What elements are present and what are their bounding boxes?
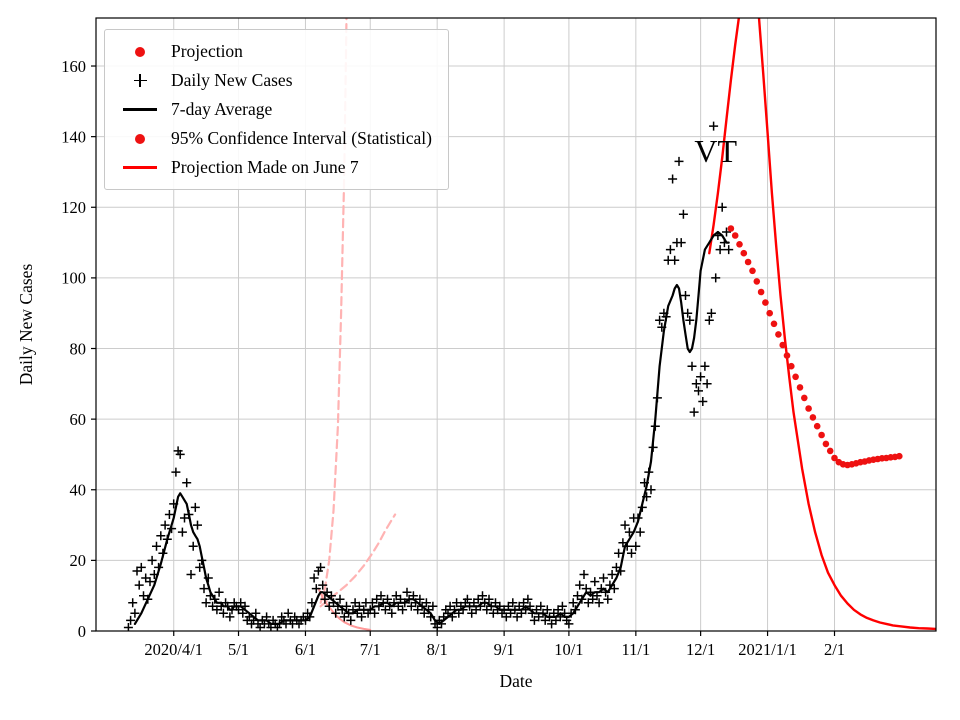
x-axis-title: Date [499,671,532,691]
y-tick-label: 60 [70,410,87,429]
series-daily_new_cases [123,121,734,631]
legend-marker-plus-icon [117,74,163,87]
legend-marker-line-icon [117,108,163,111]
legend-label: Daily New Cases [171,70,293,90]
legend-item: Daily New Cases [117,66,432,95]
x-tick-label: 8/1 [427,640,448,659]
y-tick-label: 40 [70,481,87,500]
x-tick-label: 2021/1/1 [738,640,797,659]
legend-marker-dot-icon [117,133,163,144]
y-tick-label: 20 [70,551,87,570]
y-tick-label: 120 [61,198,86,217]
x-tick-label: 12/1 [686,640,715,659]
legend-marker-line-icon [117,166,163,169]
legend-label: Projection Made on June 7 [171,157,359,177]
series-ci_lower_dashed [319,513,397,608]
series-projection_made_june7 [708,18,936,631]
x-tick-label: 10/1 [554,640,583,659]
legend-marker-dot-icon [117,46,163,57]
x-tick-label: 2020/4/1 [144,640,203,659]
x-tick-label: 2/1 [824,640,845,659]
series-seven_day_average [133,230,730,625]
plot-frame [95,17,937,632]
y-tick-label: 140 [61,127,86,146]
x-tick-label: 6/1 [295,640,316,659]
legend-item: 7-day Average [117,95,432,124]
average-line-icon [123,108,157,111]
legend-item: Projection Made on June 7 [117,153,432,182]
x-tick-label: 7/1 [360,640,381,659]
x-tick-label: 9/1 [494,640,515,659]
x-tick-label: 11/1 [621,640,650,659]
x-tick-label: 5/1 [228,640,249,659]
legend-item: 95% Confidence Interval (Statistical) [117,124,432,153]
y-tick-label: 100 [61,269,86,288]
legend-item: Projection [117,37,432,66]
series-group [123,18,936,631]
projection-line-icon [123,166,157,169]
series-projection [727,225,903,469]
chart-legend: Projection Daily New Cases 7-day Average… [104,29,449,190]
legend-label: 95% Confidence Interval (Statistical) [171,128,432,148]
y-tick-label: 160 [61,57,86,76]
state-annotation: VT [694,133,737,169]
legend-label: Projection [171,41,243,61]
confidence-dot-icon [135,133,145,144]
legend-label: 7-day Average [171,99,273,119]
plus-marker-icon [133,74,147,87]
y-tick-label: 0 [78,622,86,641]
y-tick-label: 80 [70,339,87,358]
projection-dot-icon [135,46,145,57]
y-axis-title: Daily New Cases [16,264,36,386]
axes: 0 20 40 60 80 100 120 140 160 2020/4/1 5/1 6/1 7/1 8/… [61,57,845,659]
